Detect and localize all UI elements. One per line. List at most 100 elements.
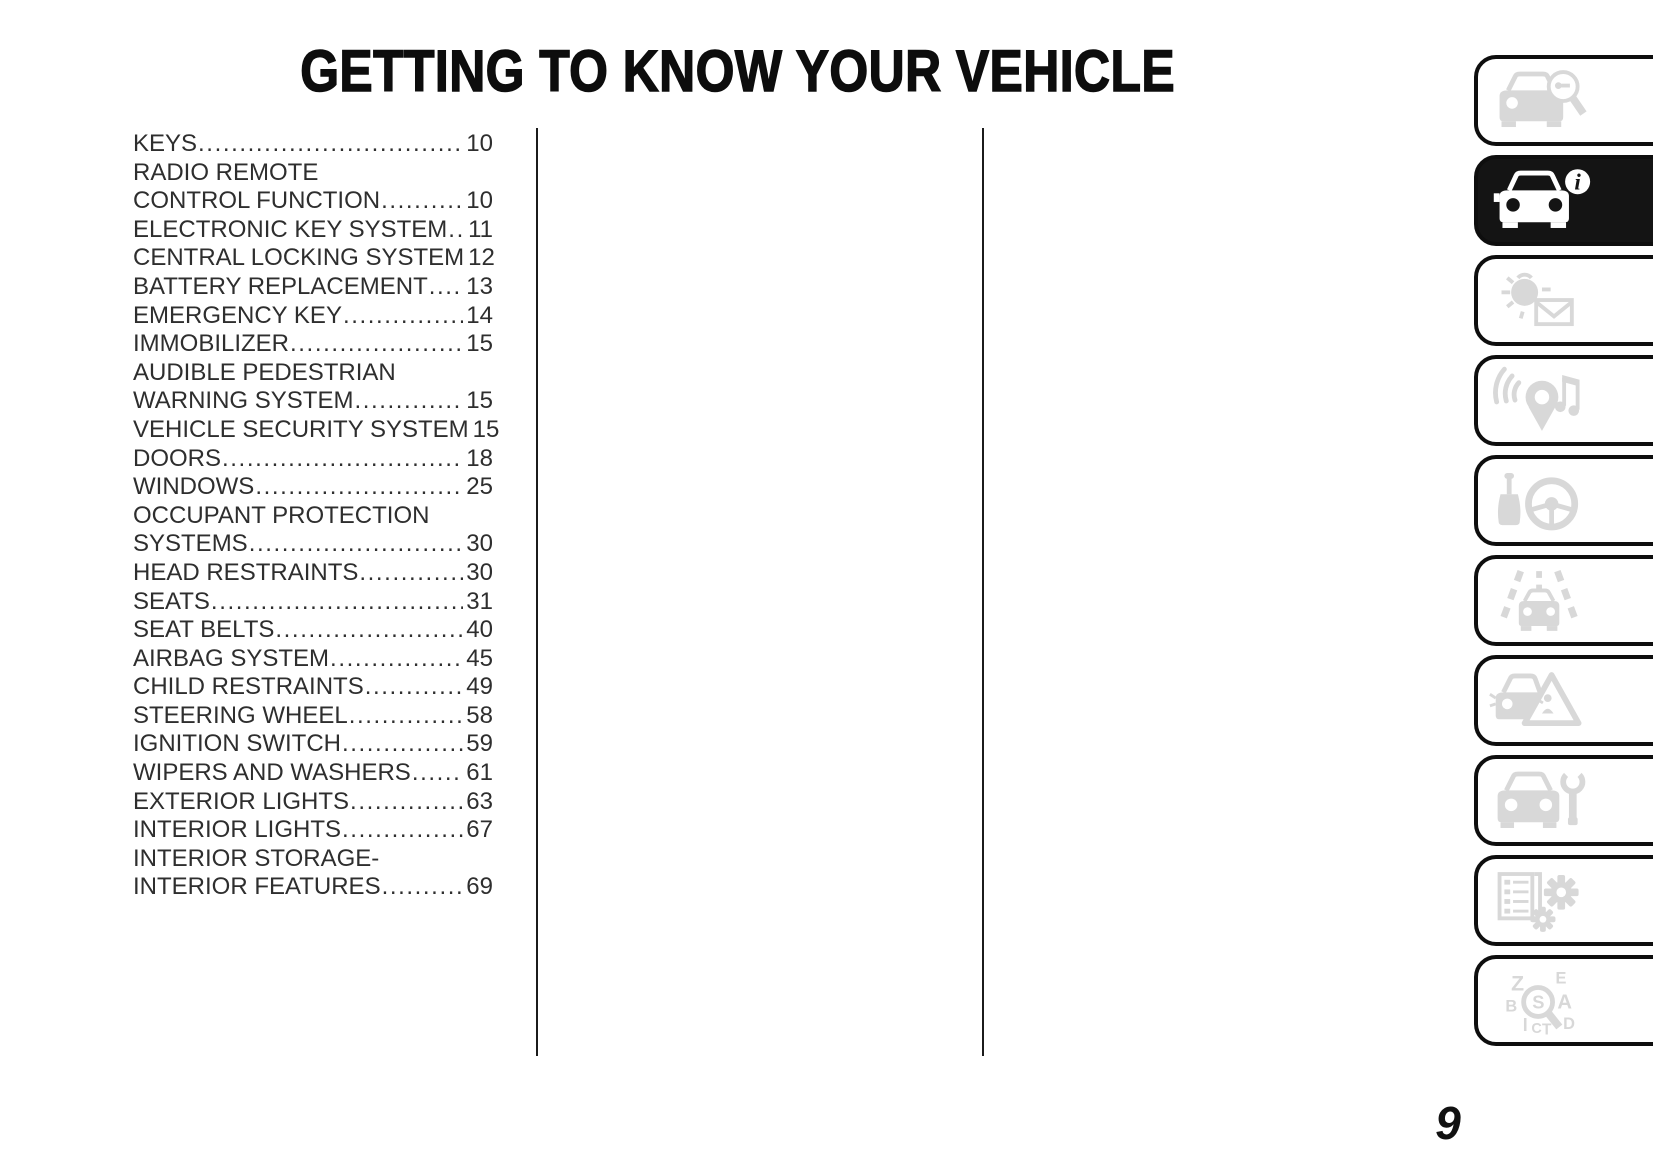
toc-entry-label: EMERGENCY KEY bbox=[133, 301, 342, 329]
toc-entry-label: KEYS bbox=[133, 130, 198, 157]
toc-entry[interactable]: CHILD RESTRAINTS 49 bbox=[133, 673, 493, 702]
sidebar-tab-car-service[interactable] bbox=[1474, 755, 1653, 846]
toc-entry-label: IMMOBILIZER bbox=[133, 330, 290, 358]
toc-entry[interactable]: CENTRAL LOCKING SYSTEM 12 bbox=[133, 244, 495, 273]
toc-entry[interactable]: EXTERIOR LIGHTS 63 bbox=[133, 788, 493, 817]
toc-entry-page: 10 bbox=[466, 187, 493, 215]
toc-entry-label: CHILD RESTRAINTS bbox=[133, 673, 364, 701]
toc-entry-page: 45 bbox=[466, 644, 493, 672]
sidebar-tab-emergency-triangle[interactable] bbox=[1474, 655, 1653, 746]
toc-dot-leader bbox=[365, 673, 464, 702]
car-service-icon bbox=[1497, 771, 1586, 828]
toc-entry[interactable]: WINDOWS 25 bbox=[133, 473, 493, 502]
svg-text:Z: Z bbox=[1511, 972, 1524, 995]
toc-entry-page: 49 bbox=[466, 673, 493, 701]
toc-entry[interactable]: IMMOBILIZER 15 bbox=[133, 330, 493, 359]
toc-entry-page: 15 bbox=[472, 415, 500, 443]
toc-dot-leader bbox=[350, 788, 463, 817]
lane-driving-icon bbox=[1498, 569, 1580, 631]
toc-entry[interactable]: HEAD RESTRAINTS 30 bbox=[133, 559, 493, 588]
toc-dot-leader bbox=[382, 873, 464, 902]
toc-entry-page: 12 bbox=[468, 244, 495, 272]
index-search-icon: Z E B A D I C T S bbox=[1505, 969, 1575, 1035]
toc-entry-label: SYSTEMS bbox=[133, 530, 248, 558]
toc-entry[interactable]: SEAT BELTS 40 bbox=[133, 616, 493, 645]
emergency-triangle-icon bbox=[1489, 671, 1582, 726]
svg-text:E: E bbox=[1555, 969, 1566, 987]
toc-dot-leader bbox=[198, 130, 463, 159]
toc-entry[interactable]: INTERIOR STORAGE-INTERIOR FEATURES 69 bbox=[133, 845, 493, 902]
toc-entry-label: WIPERS AND WASHERS bbox=[133, 759, 411, 787]
sidebar-tab-index-search[interactable]: Z E B A D I C T S bbox=[1474, 955, 1653, 1046]
toc-dot-leader bbox=[381, 187, 463, 216]
toc-entry-label: DOORS bbox=[133, 444, 222, 472]
toc-entry[interactable]: WIPERS AND WASHERS 61 bbox=[133, 759, 493, 788]
sidebar-tab-lane-driving[interactable] bbox=[1474, 555, 1653, 646]
svg-text:S: S bbox=[1532, 991, 1544, 1012]
toc-entry-page: 14 bbox=[466, 301, 493, 329]
toc-dot-leader bbox=[275, 616, 463, 645]
sidebar-tab-gearshift-steering[interactable] bbox=[1474, 455, 1653, 546]
column-divider-1 bbox=[536, 128, 538, 1056]
svg-text:C: C bbox=[1531, 1020, 1542, 1035]
toc-entry[interactable]: IGNITION SWITCH 59 bbox=[133, 730, 493, 759]
car-search-icon bbox=[1499, 69, 1587, 127]
toc-entry-page: 67 bbox=[466, 816, 493, 844]
toc-entry[interactable]: INTERIOR LIGHTS 67 bbox=[133, 816, 493, 845]
toc-entry[interactable]: SEATS 31 bbox=[133, 588, 493, 617]
gearshift-steering-icon bbox=[1497, 472, 1579, 530]
sidebar-tab-navigation-audio[interactable] bbox=[1474, 355, 1653, 446]
toc-entry-label: CONTROL FUNCTION bbox=[133, 187, 381, 215]
toc-dot-leader bbox=[342, 730, 463, 759]
toc-dot-leader bbox=[349, 702, 464, 731]
toc-dot-leader bbox=[448, 216, 465, 245]
toc-entry-page: 61 bbox=[466, 759, 493, 787]
toc-dot-leader bbox=[255, 473, 463, 502]
toc-entry-label: ELECTRONIC KEY SYSTEM bbox=[133, 215, 448, 243]
toc-entry[interactable]: BATTERY REPLACEMENT 13 bbox=[133, 273, 493, 302]
toc-entry-label: INTERIOR FEATURES bbox=[133, 873, 381, 901]
toc-entry-label: AUDIBLE PEDESTRIAN bbox=[133, 358, 396, 386]
toc-entry-page: 15 bbox=[466, 330, 493, 358]
toc-entry-page: 69 bbox=[466, 873, 493, 901]
toc-entry[interactable]: EMERGENCY KEY 14 bbox=[133, 302, 493, 331]
toc-entry-page: 30 bbox=[466, 530, 493, 558]
toc-dot-leader bbox=[249, 530, 464, 559]
svg-text:I: I bbox=[1523, 1013, 1528, 1034]
toc-entry[interactable]: ELECTRONIC KEY SYSTEM 11 bbox=[133, 216, 493, 245]
warning-light-message-icon bbox=[1501, 272, 1574, 326]
svg-text:D: D bbox=[1563, 1014, 1575, 1032]
technical-data-icon bbox=[1497, 871, 1579, 932]
svg-text:T: T bbox=[1542, 1021, 1552, 1035]
toc-dot-leader bbox=[222, 445, 463, 474]
toc-entry[interactable]: STEERING WHEEL 58 bbox=[133, 702, 493, 731]
toc-dot-leader bbox=[354, 387, 463, 416]
toc-entry-label: SEATS bbox=[133, 587, 210, 615]
sidebar-tab-car-info[interactable]: i bbox=[1474, 155, 1653, 246]
toc-entry-page: 25 bbox=[466, 473, 493, 501]
page-title: GETTING TO KNOW YOUR VEHICLE bbox=[299, 38, 1175, 105]
sidebar-tab-car-search[interactable] bbox=[1474, 55, 1653, 146]
sidebar-tab-warning-light-message[interactable] bbox=[1474, 255, 1653, 346]
toc-entry-page: 15 bbox=[466, 387, 493, 415]
toc-entry-page: 40 bbox=[466, 616, 493, 644]
toc-entry[interactable]: AIRBAG SYSTEM 45 bbox=[133, 645, 493, 674]
toc-entry-label: RADIO REMOTE bbox=[133, 158, 319, 186]
toc-entry[interactable]: KEYS 10 bbox=[133, 130, 493, 159]
toc-entry-label: OCCUPANT PROTECTION bbox=[133, 501, 430, 529]
toc-entry-page: 63 bbox=[466, 787, 493, 815]
toc-entry-page: 58 bbox=[466, 701, 493, 729]
toc-entry-page: 11 bbox=[468, 215, 493, 243]
navigation-audio-icon bbox=[1493, 366, 1580, 431]
sidebar-tab-technical-data[interactable] bbox=[1474, 855, 1653, 946]
toc-entry[interactable]: DOORS 18 bbox=[133, 445, 493, 474]
toc-entry[interactable]: VEHICLE SECURITY SYSTEM 15 bbox=[133, 416, 499, 445]
toc-entry-label: CENTRAL LOCKING SYSTEM bbox=[133, 244, 465, 272]
svg-text:i: i bbox=[1574, 169, 1581, 195]
toc-dot-leader bbox=[330, 645, 463, 674]
